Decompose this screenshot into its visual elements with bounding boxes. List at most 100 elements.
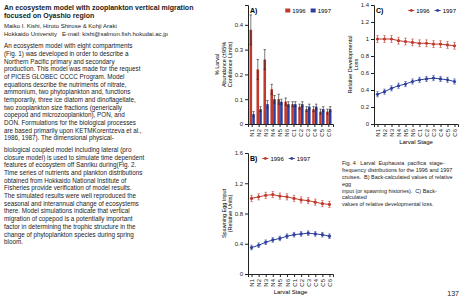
point [383, 37, 386, 40]
x-tick-mark [328, 124, 329, 127]
x-tick-mark [252, 124, 253, 127]
point [411, 41, 414, 44]
y-axis-title-line: Confidence Limits) [227, 42, 233, 88]
x-tick-label: N1 [249, 128, 255, 136]
point [453, 44, 456, 47]
series [250, 192, 331, 208]
x-tick-label: C3 [305, 128, 311, 136]
error-bar [308, 104, 310, 109]
x-tick-mark [273, 274, 274, 277]
y-tick-mark [245, 74, 248, 75]
x-tick: C6 [327, 274, 333, 287]
x-tick-mark [314, 124, 315, 127]
error-bar [271, 84, 273, 94]
x-tick: N1 [375, 124, 381, 137]
x-tick-mark [441, 124, 442, 127]
x-tick-label: C4 [313, 278, 319, 286]
x-axis-line [249, 275, 334, 278]
error-bar [280, 99, 282, 104]
x-tick-mark [266, 274, 267, 277]
error-bar [265, 240, 267, 245]
legend-item: 1997 [435, 8, 457, 14]
point [271, 238, 274, 241]
error-bar [383, 89, 385, 94]
error-bar [250, 195, 252, 201]
error-bar [257, 194, 259, 200]
y-tick: 0 [240, 121, 248, 127]
legend-label: 1996 [416, 8, 430, 14]
point [285, 235, 288, 238]
error-bar [279, 236, 281, 241]
x-axis-line [375, 125, 459, 128]
point [271, 193, 274, 196]
x-tick-label: C6 [452, 128, 458, 136]
point [257, 195, 260, 198]
error-bar [328, 201, 330, 207]
y-axis-title-line: Spawning Egg Input [221, 188, 227, 238]
author-line: Maiko I. Kishi, Hiroto Shirose & Kohji A… [4, 23, 208, 31]
error-bar [376, 92, 378, 97]
x-tick: N4 [270, 274, 276, 287]
y-axis-title-line: (Relative Units) [227, 195, 233, 233]
x-tick-label: N5 [277, 278, 283, 286]
x-tick-label: N2 [382, 128, 388, 136]
y-tick-mark [371, 107, 374, 108]
error-bar [279, 193, 281, 199]
y-axis: 00.40.81.21.6 [235, 150, 249, 277]
x-tick-label: C2 [298, 128, 304, 136]
x-tick: C6 [326, 124, 332, 137]
y-tick-label: 1.2 [361, 19, 370, 25]
y-tick-mark [245, 244, 248, 245]
legend-label: 1997 [297, 156, 311, 162]
x-tick: N4 [396, 124, 402, 137]
error-bar [439, 76, 441, 81]
y-tick-label: 0 [366, 121, 370, 127]
bar [280, 102, 283, 124]
x-tick-label: C4 [312, 128, 318, 136]
x-tick-mark [301, 274, 302, 277]
error-bar [439, 41, 441, 48]
x-tick: C5 [319, 124, 325, 137]
error-bar [376, 36, 378, 43]
x-tick-label: N3 [389, 128, 395, 136]
y-tick: 0.2 [361, 104, 374, 110]
x-tick: C1 [417, 124, 423, 137]
x-tick-label: N5 [277, 128, 283, 136]
error-bar [315, 104, 317, 109]
x-tick-label: N6 [285, 278, 291, 286]
error-bar [453, 42, 455, 49]
body-paragraph: biological coupled model including later… [4, 146, 208, 246]
point [376, 37, 379, 40]
y-tick-mark [371, 73, 374, 74]
y-tick: 0.3 [235, 47, 248, 53]
x-tick: N6 [284, 124, 290, 137]
y-tick-label: 0.2 [361, 104, 370, 110]
error-bar [329, 107, 331, 112]
x-tick-mark [307, 124, 308, 127]
y-tick: 1.2 [361, 19, 374, 25]
error-bar [411, 79, 413, 84]
x-tick-label: N4 [396, 128, 402, 136]
point [383, 90, 386, 93]
point [314, 232, 317, 235]
y-tick: 0.6 [361, 70, 374, 76]
x-tick-label: N3 [263, 128, 269, 136]
legend-item: 1996 [285, 8, 306, 14]
panel-title: A) [250, 7, 257, 15]
y-tick-label: 0.1 [235, 97, 244, 103]
y-tick-label: 0.8 [235, 211, 244, 217]
x-tick-label: N2 [256, 278, 262, 286]
legend-item: 1996 [262, 156, 284, 162]
page: 00.10.20.30.4N1N2N3N4N5N6C1C2C3C4C5C6A)%… [0, 0, 463, 300]
error-bar [266, 100, 268, 107]
error-bar [259, 107, 261, 112]
y-axis-title-line: Loss [353, 58, 359, 70]
point [321, 202, 324, 205]
y-tick-mark [245, 25, 248, 26]
x-tick: N2 [382, 124, 388, 137]
panel-title: B) [250, 155, 257, 163]
error-bar [321, 232, 323, 237]
point [250, 197, 253, 200]
y-tick: 1.6 [235, 150, 248, 156]
error-bar [252, 112, 254, 117]
